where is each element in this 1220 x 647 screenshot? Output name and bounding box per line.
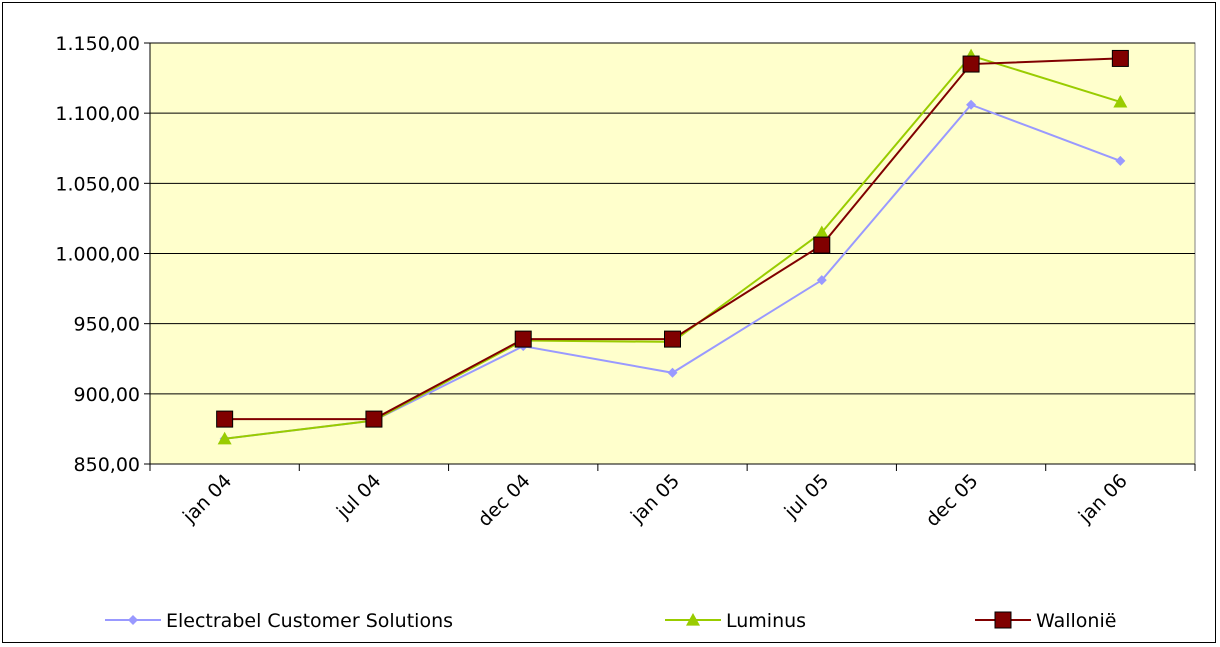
series-layer bbox=[216, 48, 1129, 445]
x-tick-label: dec 05 bbox=[921, 470, 982, 531]
legend-swatch-marker bbox=[686, 613, 700, 626]
data-point bbox=[1113, 94, 1128, 108]
data-point bbox=[667, 367, 678, 378]
legend-item: Wallonië bbox=[975, 610, 1116, 632]
data-point bbox=[813, 236, 831, 254]
data-point bbox=[217, 431, 232, 445]
data-point bbox=[962, 55, 980, 73]
y-tick-label: 950,00 bbox=[74, 314, 140, 336]
y-tick-label: 850,00 bbox=[74, 454, 140, 476]
y-tick-label: 900,00 bbox=[74, 384, 140, 406]
legend-label: Wallonië bbox=[1036, 610, 1116, 632]
data-point bbox=[216, 410, 234, 428]
data-point bbox=[966, 99, 977, 110]
x-tick-label: jul 04 bbox=[332, 470, 386, 524]
data-point bbox=[1111, 49, 1129, 67]
grid-lines bbox=[150, 42, 1195, 465]
y-tick-label: 1.050,00 bbox=[55, 173, 140, 195]
data-point bbox=[1115, 155, 1126, 166]
legend-label: Luminus bbox=[726, 610, 806, 632]
data-point bbox=[816, 275, 827, 286]
data-point bbox=[814, 225, 829, 239]
data-point bbox=[365, 410, 383, 428]
legend-item: Electrabel Customer Solutions bbox=[105, 610, 453, 632]
y-tick-label: 1.000,00 bbox=[55, 244, 140, 266]
x-tick-label: jul 05 bbox=[780, 470, 834, 524]
x-tick-label: jan 06 bbox=[1074, 470, 1132, 528]
y-tick-label: 1.100,00 bbox=[55, 103, 140, 125]
series-2 bbox=[216, 49, 1129, 428]
x-axis-ticks: jan 04 jul 04 dec 04 jan 05 jul 05 dec 05 jan … bbox=[149, 463, 1196, 531]
legend-label: Electrabel Customer Solutions bbox=[166, 610, 453, 632]
x-tick-label: dec 04 bbox=[474, 470, 535, 531]
y-axis-ticks: 850,00 900,00 950,00 1.000,00 1.050,00 1.100,… bbox=[55, 33, 151, 476]
legend-item: Luminus bbox=[665, 610, 806, 632]
x-tick-label: jan 05 bbox=[626, 470, 684, 528]
legend: Electrabel Customer Solutions Luminus Wall… bbox=[105, 610, 1116, 632]
legend-swatch-marker bbox=[128, 615, 138, 625]
x-tick-label: jan 04 bbox=[178, 470, 236, 528]
y-tick-label: 1.150,00 bbox=[55, 33, 140, 55]
data-point bbox=[664, 330, 681, 348]
data-point bbox=[514, 330, 532, 348]
legend-swatch-marker bbox=[994, 611, 1012, 629]
